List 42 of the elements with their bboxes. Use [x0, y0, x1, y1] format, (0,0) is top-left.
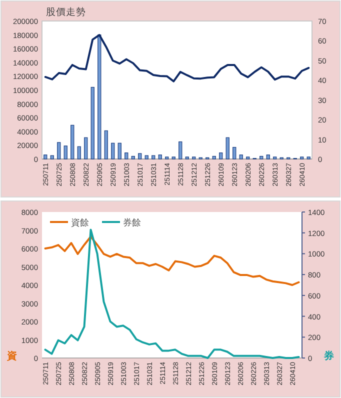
bar [185, 156, 189, 160]
line-series [44, 34, 310, 82]
bar [219, 152, 223, 160]
bar [131, 156, 135, 160]
bar [118, 142, 122, 160]
y-axis-title: 資 [6, 350, 17, 362]
bar [77, 146, 81, 160]
line-series [44, 228, 300, 359]
bar [84, 137, 88, 160]
bar [192, 156, 196, 160]
bar [124, 152, 128, 160]
bar [266, 154, 270, 160]
bar [260, 156, 264, 160]
bar [172, 156, 176, 160]
chart-title: 股價走勢 [46, 6, 86, 18]
bar [90, 86, 94, 160]
y2-axis-title: 券 [323, 350, 335, 362]
bar [165, 156, 169, 160]
bar [178, 141, 182, 160]
bar [64, 146, 68, 160]
bar [70, 124, 74, 160]
bar [158, 154, 162, 160]
bar [57, 142, 61, 160]
bar [111, 142, 115, 160]
bar [98, 34, 102, 160]
bar [239, 154, 243, 160]
bar [138, 153, 142, 160]
line-series [44, 236, 300, 286]
bar [232, 146, 236, 160]
legend-label: 券餘 [123, 218, 141, 228]
bar [212, 156, 216, 160]
legend-label: 資餘 [71, 218, 89, 228]
bar [246, 156, 250, 160]
bar [306, 156, 310, 160]
bar [50, 155, 54, 160]
bar [44, 154, 48, 160]
bar [226, 137, 230, 160]
bar [273, 156, 277, 160]
bar [144, 155, 148, 160]
bar [152, 155, 156, 160]
bar [104, 130, 108, 160]
bar [300, 156, 304, 160]
